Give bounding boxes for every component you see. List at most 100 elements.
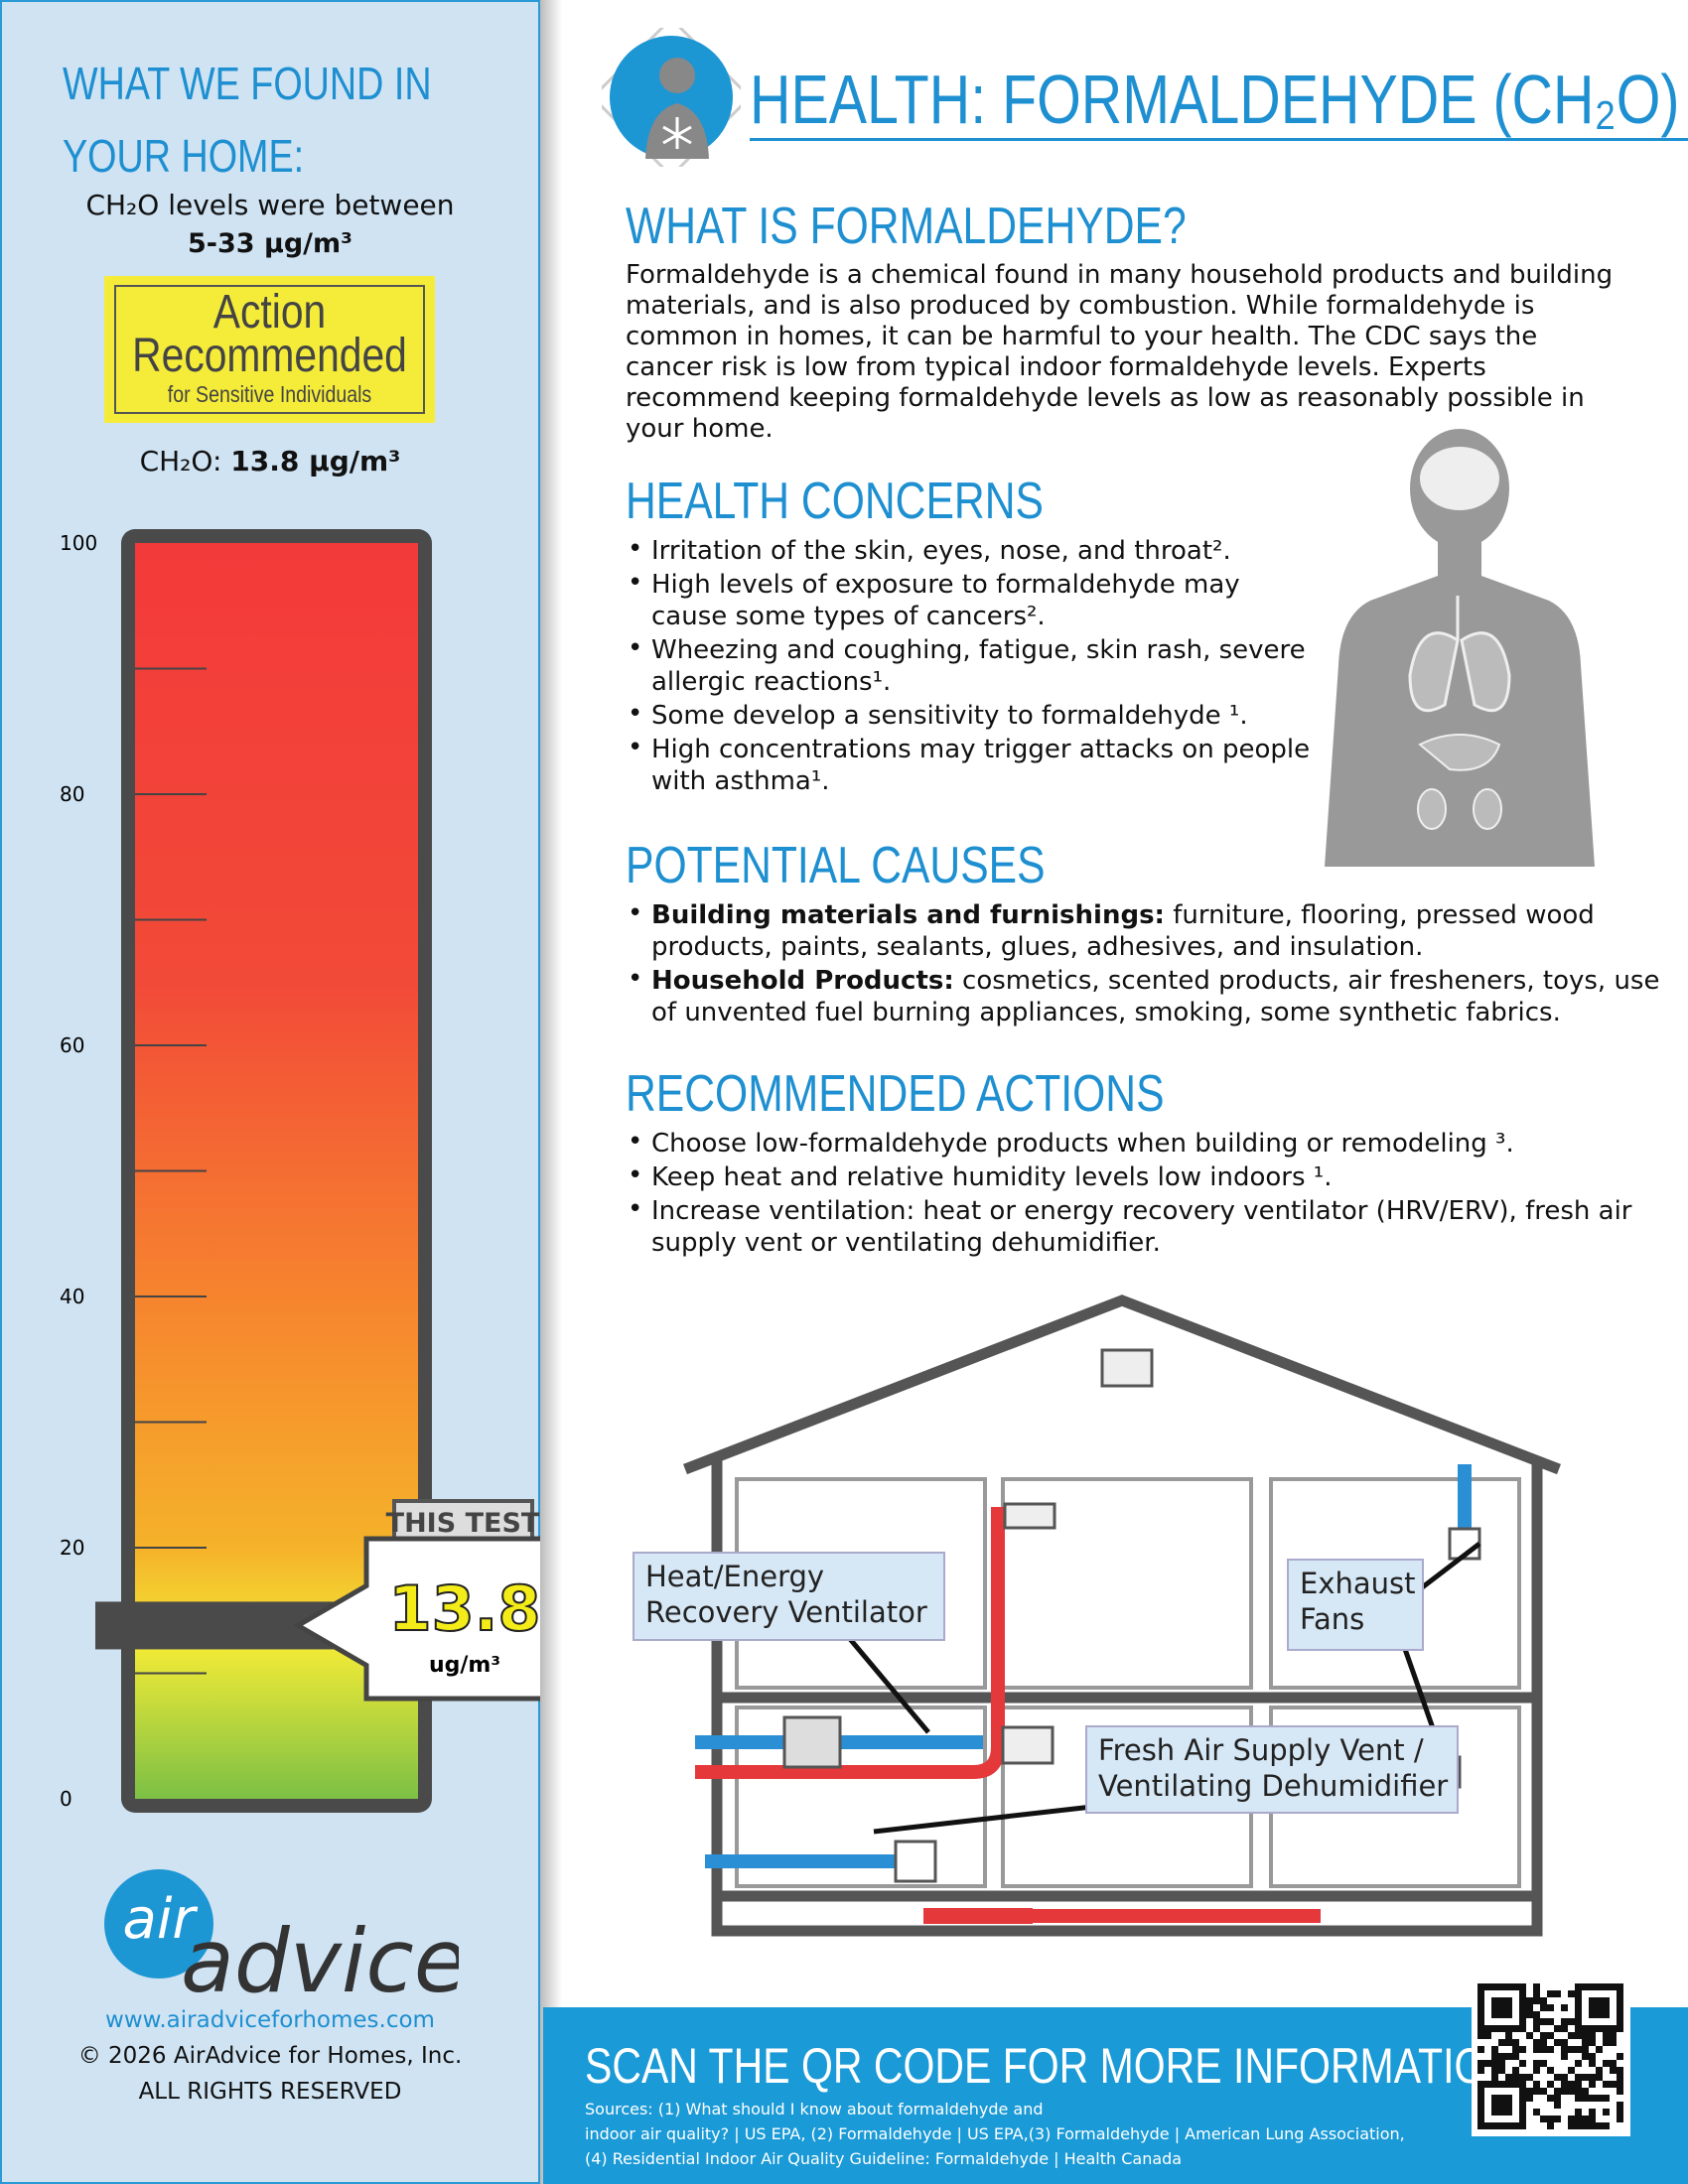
bullet-item: Keep heat and relative humidity levels l… [626,1160,1668,1193]
qr-module [1589,1997,1596,2004]
qr-module [1540,2046,1547,2053]
source-line: (4) Residential Indoor Air Quality Guide… [585,2149,1183,2168]
qr-module [1603,1997,1610,2004]
qr-module [1540,2088,1547,2095]
qr-module [1575,2046,1582,2053]
qr-module [1554,2039,1561,2046]
item-label: Building materials and furnishings: [651,900,1165,930]
body-figure [1325,429,1595,867]
qr-module [1512,2081,1519,2088]
qr-module [1568,2032,1575,2039]
qr-module [1575,2011,1582,2018]
qr-module [1610,2025,1617,2032]
qr-module [1603,2011,1610,2018]
qr-module [1603,2032,1610,2039]
icon-lungs [662,117,692,149]
qr-module [1491,2122,1498,2129]
bullet-list: Irritation of the skin, eyes, nose, and … [626,533,1321,797]
source-line: Sources: (1) What should I know about fo… [585,2100,1044,2118]
qr-module [1491,2011,1498,2018]
item-text: Increase ventilation: heat or energy rec… [651,1196,1632,1258]
logo-mark: air advice [104,1869,468,2012]
section: RECOMMENDED ACTIONS Choose low-formaldehy… [626,1064,1668,1261]
qr-module [1533,2018,1540,2025]
ducts [695,1464,1472,1924]
qr-module [1561,2053,1568,2060]
title-rule [750,138,1688,141]
qr-module [1491,2081,1498,2088]
qr-module [1533,1997,1540,2004]
qr-module [1575,2018,1582,2025]
qr-module [1603,2081,1610,2088]
qr-module [1498,2095,1505,2102]
qr-module [1526,2074,1533,2081]
qr-module [1610,1983,1617,1990]
qr-module [1484,2122,1491,2129]
qr-module [1561,2004,1568,2011]
label-line: Ventilating Dehumidifier [1098,1769,1448,1803]
qr-module [1519,2122,1526,2129]
bullet-list: Choose low-formaldehyde products when bu… [626,1126,1668,1259]
qr-module [1617,1990,1623,1997]
logo: air advice [101,1866,468,2012]
bullet-item: Choose low-formaldehyde products when bu… [626,1126,1668,1160]
source-line: indoor air quality? | US EPA, (2) Formal… [585,2124,1405,2143]
y-tick-label: 40 [60,1285,84,1308]
qr-module [1505,2011,1512,2018]
qr-module [1582,2039,1589,2046]
qr-module [1533,1990,1540,1997]
qr-module [1547,2018,1554,2025]
qr-module [1526,2004,1533,2011]
copyright: © 2026 AirAdvice for Homes, Inc. [77,2043,463,2069]
heading-line: WHAT WE FOUND IN [63,58,432,109]
section-heading: RECOMMENDED ACTIONS [626,1065,1165,1123]
qr-code [1472,1978,1630,2136]
qr-module [1582,2025,1589,2032]
qr-module [1582,2088,1589,2095]
label-line: Exhaust [1300,1567,1416,1600]
qr-module [1582,1983,1589,1990]
qr-module [1561,2039,1568,2046]
figure-liver [1418,734,1501,771]
qr-module [1554,2088,1561,2095]
qr-module [1519,1983,1526,1990]
item-text: High concentrations may trigger attacks … [651,735,1311,796]
qr-module [1589,2116,1596,2122]
qr-module [1498,1983,1505,1990]
tag-tab [392,1499,534,1545]
qr-module [1519,2060,1526,2067]
figure-kidney [1473,788,1502,830]
qr-module [1498,2122,1505,2129]
label-line: Heat/Energy [645,1560,824,1593]
qr-module [1512,1983,1519,1990]
qr-module [1547,2095,1554,2102]
qr-module [1568,2081,1575,2088]
qr-module [1519,2018,1526,2025]
qr-module [1477,2060,1484,2067]
qr-module [1512,2074,1519,2081]
qr-module [1596,2046,1603,2053]
qr-module [1505,2025,1512,2032]
qr-module [1596,2025,1603,2032]
qr-module [1512,2046,1519,2053]
qr-module [1484,2032,1491,2039]
qr-module [1477,2102,1484,2109]
qr-module [1477,2018,1484,2025]
qr-module [1505,1983,1512,1990]
figure-lungs [1408,596,1511,713]
rights: ALL RIGHTS RESERVED [138,2079,402,2105]
qr-module [1498,1997,1505,2004]
qr-module [1498,2081,1505,2088]
qr-module [1603,2095,1610,2102]
qr-module [1477,1997,1484,2004]
supply-vent [1001,1725,1055,1765]
qr-module [1498,2067,1505,2074]
qr-module [1617,1983,1623,1990]
icon-head [659,58,695,93]
y-tick-label: 80 [60,782,84,806]
bullet-item: Wheezing and coughing, fatigue, skin ras… [626,632,1321,698]
qr-module [1617,2088,1623,2095]
qr-module [1589,2039,1596,2046]
qr-module [1568,2018,1575,2025]
